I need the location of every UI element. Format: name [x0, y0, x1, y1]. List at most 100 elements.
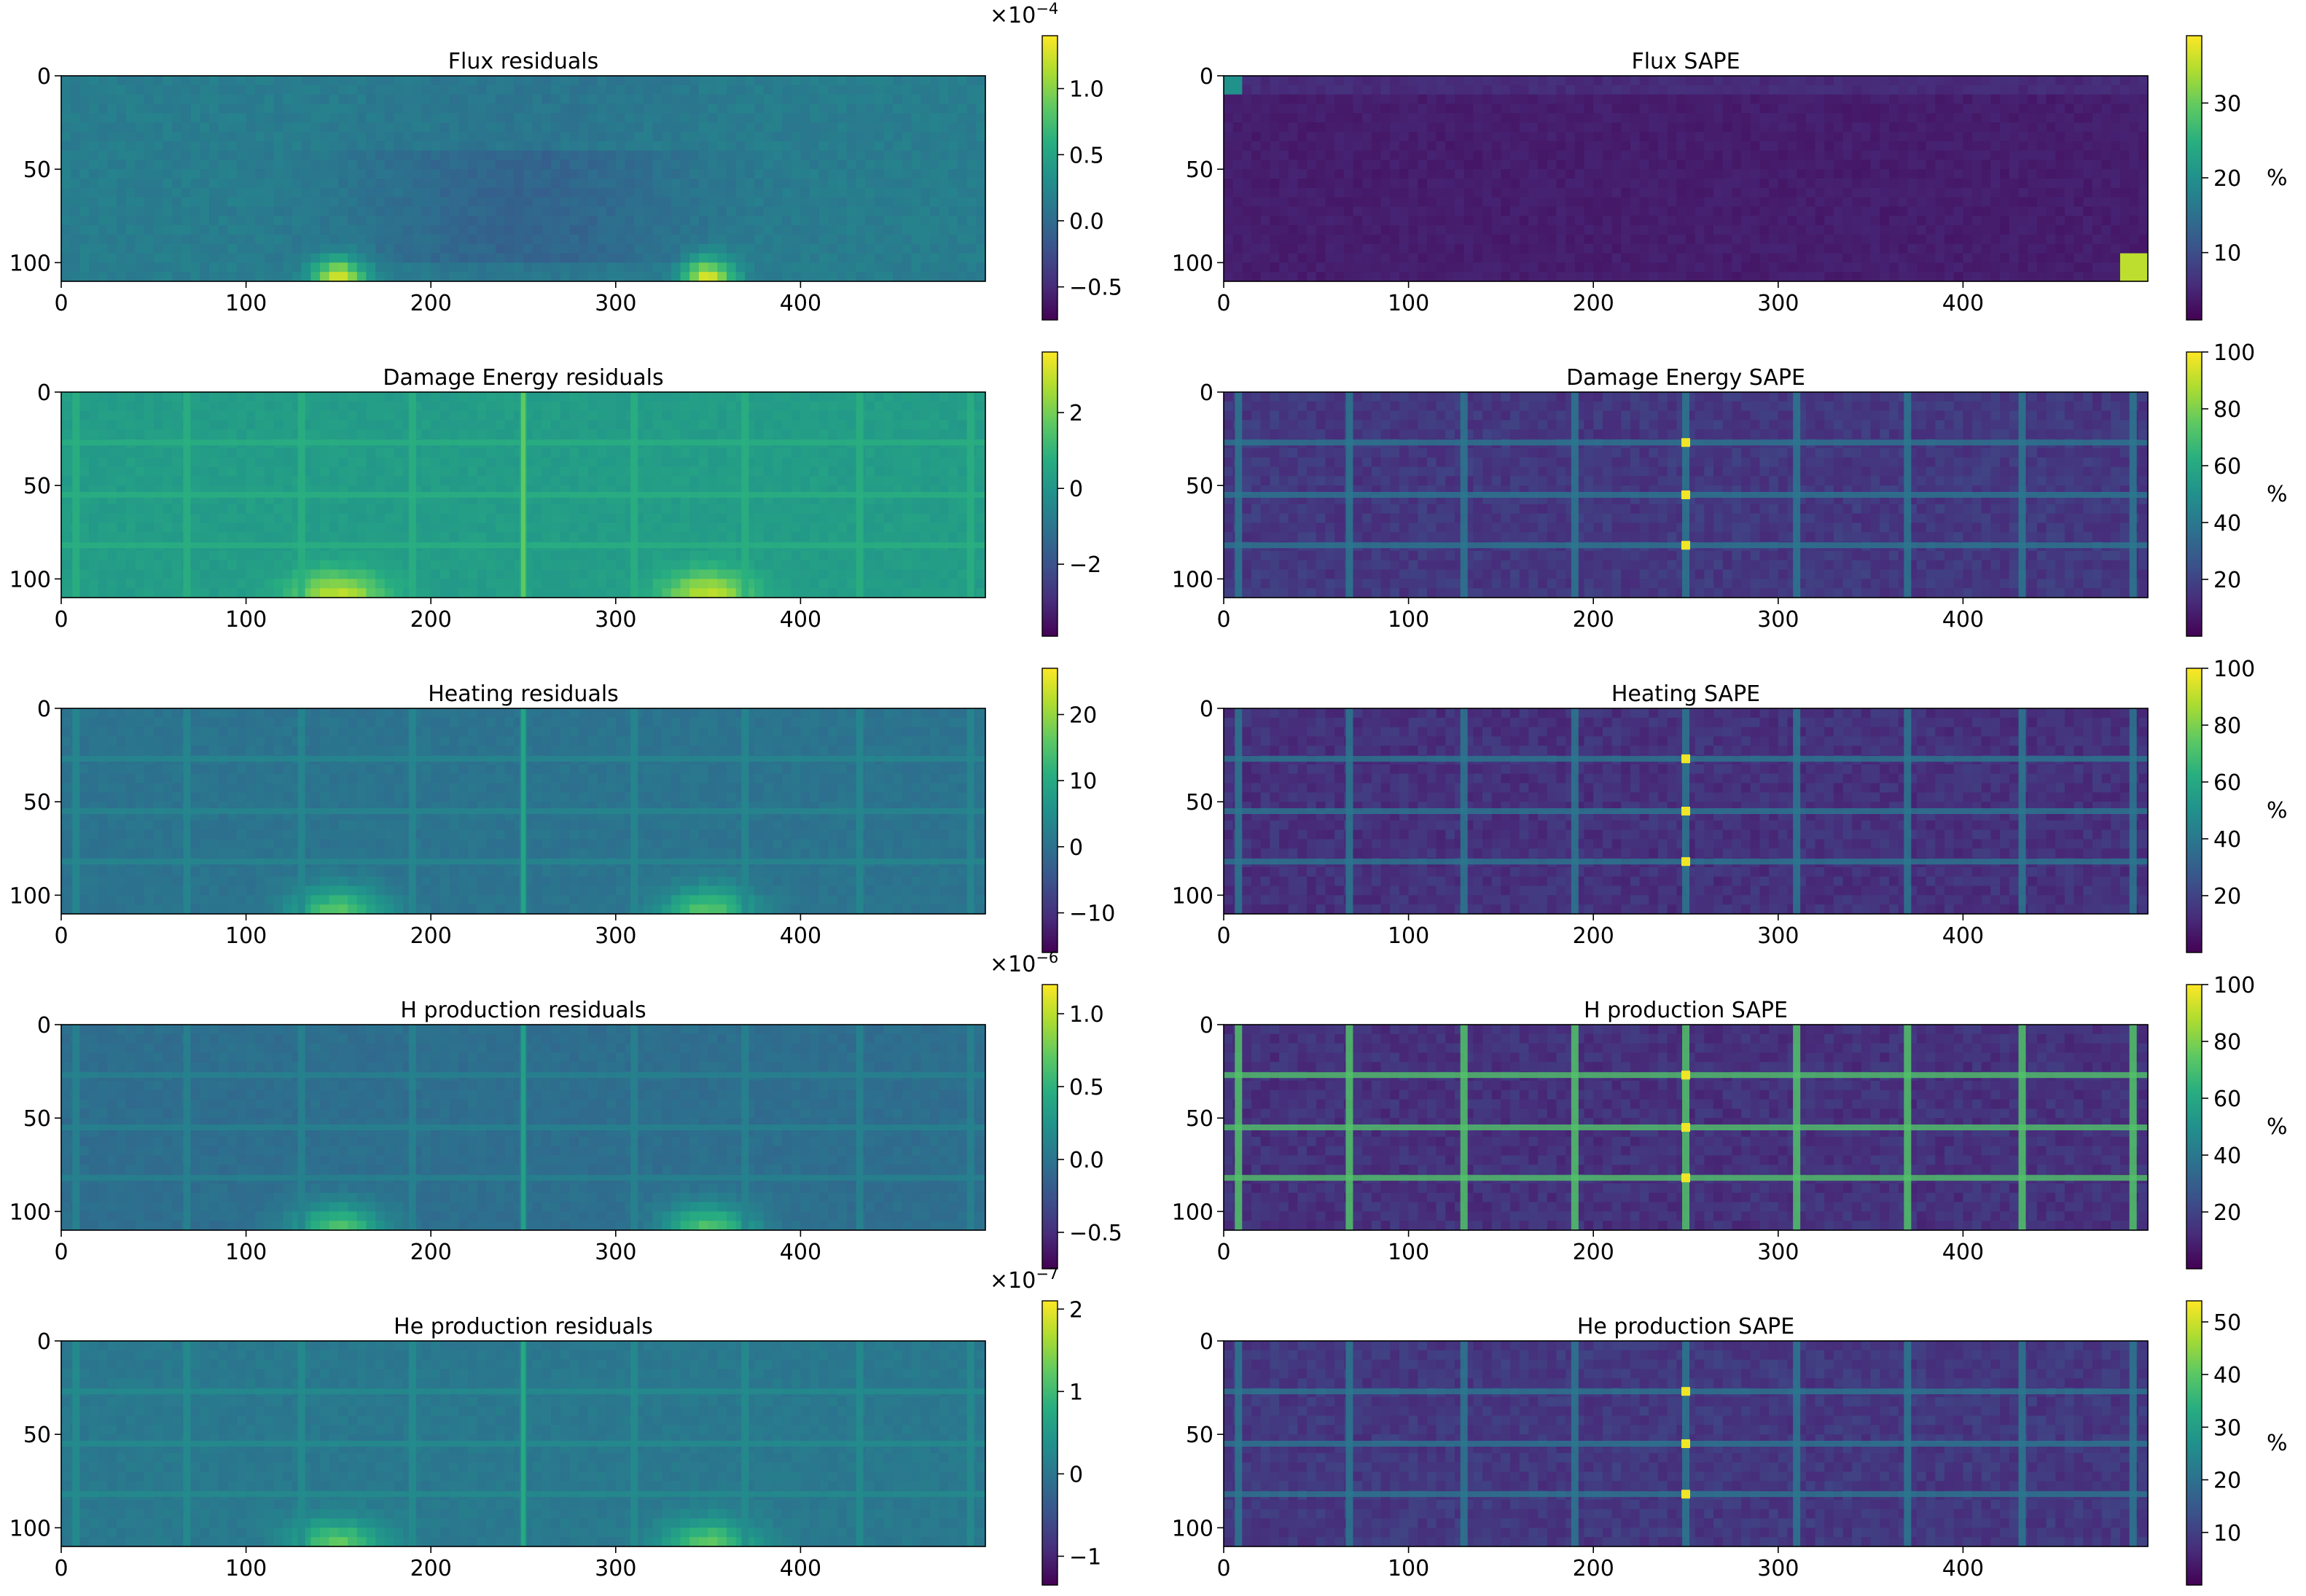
x-tick-label: 200 — [1573, 1240, 1614, 1265]
y-tick-label: 0 — [1200, 1329, 1213, 1355]
y-tick-label: 0 — [1200, 1013, 1213, 1038]
x-tick-label: 100 — [1388, 291, 1429, 316]
panel-title: H production SAPE — [1584, 998, 1788, 1023]
colorbar-tick-label: 20 — [2213, 166, 2241, 192]
colorbar-tick-label: 100 — [2213, 973, 2255, 998]
plot-frame — [1223, 1024, 2149, 1231]
y-tick-label: 100 — [9, 567, 51, 592]
x-tick-label: 0 — [1216, 1556, 1230, 1581]
heatmap-cells — [61, 76, 986, 282]
colorbar-tick-label: 40 — [2213, 827, 2241, 853]
x-tick-label: 400 — [780, 607, 821, 633]
x-tick-label: 300 — [1757, 291, 1799, 316]
colorbar-tick-label: 2 — [1069, 401, 1083, 426]
colorbar-tick-label: 30 — [2213, 91, 2241, 117]
colorbar-tick-label: 60 — [2213, 770, 2241, 796]
y-tick-label: 50 — [23, 1106, 51, 1132]
x-tick-label: 0 — [1216, 607, 1230, 633]
x-tick-label: 100 — [225, 1240, 267, 1265]
x-tick-label: 300 — [595, 923, 636, 949]
grid-bar — [521, 392, 525, 598]
x-tick-label: 100 — [225, 607, 267, 633]
colorbar-tick-label: 20 — [2213, 1468, 2241, 1494]
x-tick-label: 100 — [1388, 607, 1429, 633]
y-tick-label: 50 — [1186, 1423, 1213, 1448]
y-tick-label: 100 — [9, 1516, 51, 1541]
colorbar-tick-label: −0.5 — [1069, 1221, 1122, 1246]
x-tick-label: 200 — [1573, 607, 1614, 633]
plot-frame — [60, 708, 986, 915]
colorbar — [2186, 984, 2203, 1270]
panel-title: He production residuals — [394, 1314, 653, 1339]
y-tick-label: 50 — [1186, 790, 1213, 815]
grid-bar — [521, 708, 525, 914]
panel-title: Heating SAPE — [1611, 681, 1760, 707]
colorbar-tick-label: 60 — [2213, 1087, 2241, 1112]
x-tick-label: 400 — [780, 291, 821, 316]
hotspot — [1681, 1439, 1690, 1448]
x-tick-label: 100 — [225, 1556, 267, 1581]
plot-frame — [60, 75, 986, 282]
colorbar-multiplier: ×10−7 — [990, 1265, 1058, 1294]
panel-title: Flux SAPE — [1631, 49, 1740, 74]
colorbar-tick-label: 40 — [2213, 1363, 2241, 1388]
hotspot — [1681, 490, 1690, 499]
y-tick-label: 100 — [1172, 1516, 1213, 1541]
colorbar-multiplier: ×10−4 — [990, 0, 1058, 28]
x-tick-label: 0 — [54, 291, 68, 316]
plot-frame — [1223, 391, 2149, 598]
panel-title: Flux residuals — [448, 49, 598, 74]
hotspot — [1681, 754, 1690, 764]
hotspot — [1681, 1173, 1690, 1183]
colorbar-tick-label: 20 — [2213, 568, 2241, 593]
x-tick-label: 300 — [595, 1556, 636, 1581]
x-tick-label: 300 — [595, 1240, 636, 1265]
plot-frame — [60, 1340, 986, 1547]
x-tick-label: 400 — [1942, 1240, 1984, 1265]
y-tick-label: 0 — [37, 1013, 51, 1038]
x-tick-label: 300 — [1757, 1240, 1799, 1265]
colorbar-multiplier: ×10−6 — [990, 949, 1058, 977]
colorbar-tick-label: 50 — [2213, 1310, 2241, 1336]
colorbar-label: % — [2267, 1114, 2288, 1140]
x-tick-label: 300 — [1757, 923, 1799, 949]
grid-structure — [61, 392, 985, 598]
colorbar-tick-label: −1 — [1069, 1544, 1101, 1570]
colorbar — [1041, 668, 1058, 953]
grid-bar — [521, 1025, 525, 1230]
hotspot — [1681, 438, 1690, 447]
hotspot — [1681, 1387, 1690, 1396]
colorbar-label: % — [2267, 798, 2288, 824]
plot-frame — [1223, 1340, 2149, 1547]
colorbar — [1041, 1300, 1058, 1586]
colorbar-tick-label: 10 — [2213, 1521, 2241, 1546]
colorbar-tick-label: 0.0 — [1069, 1148, 1104, 1173]
x-tick-label: 200 — [410, 1556, 452, 1581]
y-tick-label: 0 — [1200, 697, 1213, 722]
colorbar — [2186, 351, 2203, 637]
x-tick-label: 0 — [1216, 923, 1230, 949]
x-tick-label: 100 — [1388, 1240, 1429, 1265]
x-tick-label: 0 — [54, 607, 68, 633]
grid-structure — [1224, 708, 2148, 914]
y-tick-label: 100 — [1172, 567, 1213, 592]
x-tick-label: 0 — [54, 1556, 68, 1581]
plot-frame — [1223, 708, 2149, 915]
colorbar-tick-label: 80 — [2213, 1030, 2241, 1055]
grid-structure — [1224, 1341, 2148, 1546]
panel-title: He production SAPE — [1577, 1314, 1794, 1339]
hotspot — [1681, 857, 1690, 867]
x-tick-label: 400 — [1942, 1556, 1984, 1581]
y-tick-label: 100 — [1172, 1200, 1213, 1225]
x-tick-label: 400 — [1942, 607, 1984, 633]
y-tick-label: 50 — [1186, 157, 1213, 183]
y-tick-label: 50 — [23, 474, 51, 499]
x-tick-label: 400 — [1942, 923, 1984, 949]
x-tick-label: 0 — [54, 923, 68, 949]
